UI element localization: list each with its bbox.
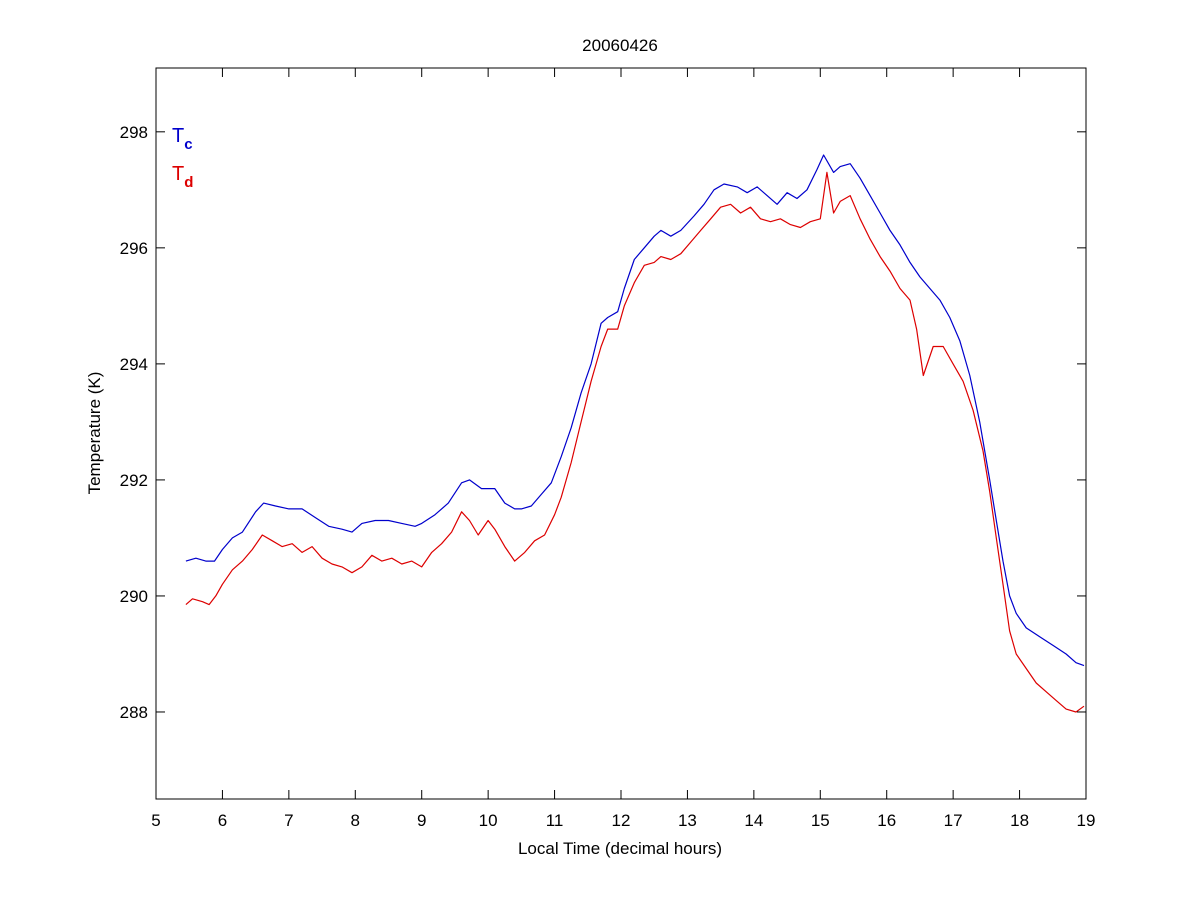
series-line-td — [185, 171, 1085, 713]
y-tick-label: 296 — [120, 239, 148, 258]
x-tick-label: 12 — [612, 811, 631, 830]
x-tick-label: 13 — [678, 811, 697, 830]
y-tick-label: 294 — [120, 355, 148, 374]
y-tick-label: 292 — [120, 471, 148, 490]
y-tick-label: 288 — [120, 703, 148, 722]
x-tick-label: 10 — [479, 811, 498, 830]
x-tick-label: 19 — [1077, 811, 1096, 830]
x-tick-label: 8 — [351, 811, 360, 830]
legend-entry-td: Td — [172, 163, 193, 191]
x-tick-label: 14 — [744, 811, 763, 830]
chart-title: 20060426 — [582, 36, 658, 55]
series-line-tc — [185, 154, 1085, 667]
y-tick-label: 290 — [120, 587, 148, 606]
x-axis-label: Local Time (decimal hours) — [518, 839, 722, 858]
x-tick-label: 16 — [877, 811, 896, 830]
x-tick-label: 7 — [284, 811, 293, 830]
x-tick-label: 9 — [417, 811, 426, 830]
x-tick-label: 6 — [218, 811, 227, 830]
x-tick-label: 11 — [546, 811, 564, 830]
x-tick-label: 17 — [944, 811, 963, 830]
x-tick-label: 15 — [811, 811, 830, 830]
y-tick-label: 298 — [120, 123, 148, 142]
x-tick-label: 18 — [1010, 811, 1029, 830]
x-tick-label: 5 — [151, 811, 160, 830]
legend-entry-tc: Tc — [172, 125, 193, 153]
legend: Tc Td — [172, 125, 193, 191]
y-axis-label: Temperature (K) — [85, 372, 104, 495]
